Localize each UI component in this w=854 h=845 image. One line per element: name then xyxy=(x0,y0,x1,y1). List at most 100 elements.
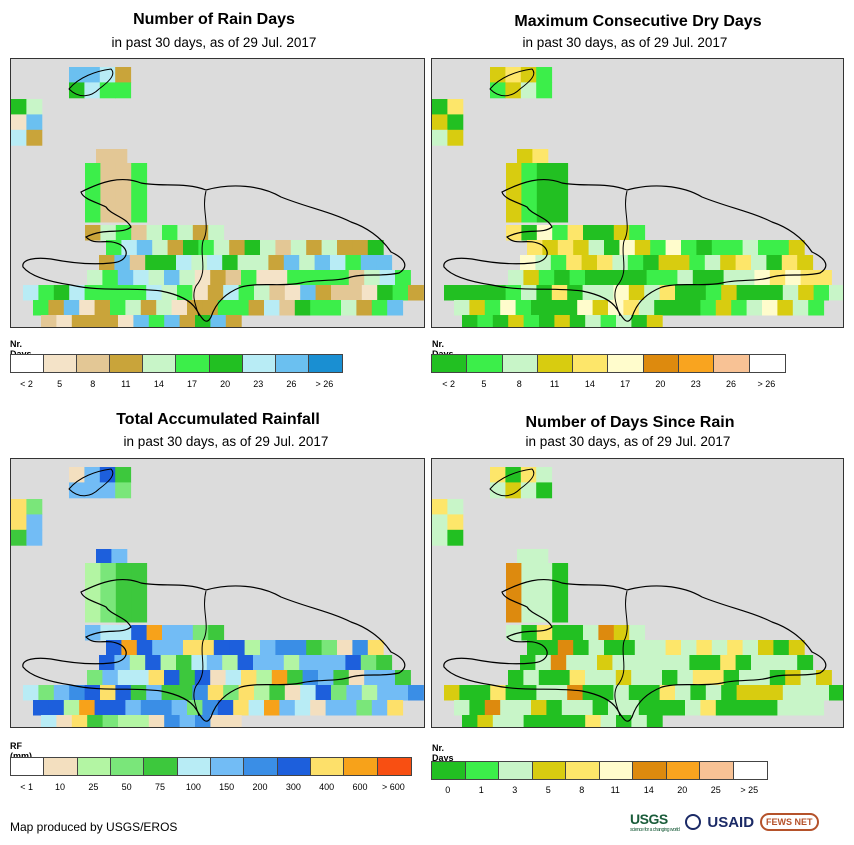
grid-cell xyxy=(146,225,163,241)
grid-cell xyxy=(674,255,690,271)
legend-swatch xyxy=(308,355,342,372)
grid-cell xyxy=(629,225,646,241)
grid-cell xyxy=(140,300,157,316)
grid-cell xyxy=(800,670,817,686)
grid-cell xyxy=(241,270,257,286)
grid-cell xyxy=(535,655,552,671)
grid-cell xyxy=(300,285,317,301)
grid-cell xyxy=(577,700,594,716)
grid-cell xyxy=(447,514,464,531)
grid-cell xyxy=(99,467,116,483)
grid-cell xyxy=(225,715,242,727)
legend-swatch xyxy=(432,762,466,779)
grid-cell xyxy=(705,285,722,301)
grid-cell xyxy=(115,225,132,241)
grid-cell xyxy=(462,315,478,327)
grid-cell xyxy=(94,700,111,716)
panel-title: Number of Days Since Rain xyxy=(525,414,735,431)
grid-cell xyxy=(171,700,188,716)
grid-cell xyxy=(202,300,219,316)
grid-cell xyxy=(447,529,464,546)
grid-cell xyxy=(612,655,629,671)
grid-cell xyxy=(100,285,116,301)
grid-cell xyxy=(552,563,569,623)
grid-cell xyxy=(797,655,814,671)
grid-cell xyxy=(69,82,85,99)
grid-cell xyxy=(302,670,319,686)
grid-cell xyxy=(689,255,706,271)
grid-cell xyxy=(432,114,448,131)
legend-tick-label: > 600 xyxy=(381,782,405,792)
grid-cell xyxy=(164,715,181,727)
grid-cell xyxy=(700,300,717,316)
grid-cell xyxy=(302,270,319,286)
grid-cell xyxy=(244,640,261,656)
grid-cell xyxy=(264,300,280,316)
grid-cell xyxy=(26,499,43,515)
grid-cell xyxy=(84,467,101,483)
grid-cell xyxy=(248,700,265,716)
grid-cell xyxy=(521,625,538,641)
grid-cell xyxy=(792,300,809,316)
island-outline xyxy=(489,468,535,497)
grid-cell xyxy=(371,700,388,716)
grid-cell xyxy=(538,670,555,686)
grid-cell xyxy=(808,700,825,716)
grid-cell xyxy=(164,670,180,686)
grid-cell xyxy=(213,240,230,256)
grid-cell xyxy=(619,640,636,656)
grid-cell xyxy=(87,270,103,286)
grid-cell xyxy=(508,670,524,686)
grid-cell xyxy=(696,240,713,256)
legend-swatch xyxy=(310,758,345,775)
grid-cell xyxy=(294,700,311,716)
panel-subtitle: in past 30 days, as of 29 Jul. 2017 xyxy=(111,35,317,50)
grid-cell xyxy=(705,685,722,701)
grid-cell xyxy=(260,640,276,656)
grid-cell xyxy=(521,225,538,241)
panel-subtitle: in past 30 days, as of 29 Jul. 2017 xyxy=(123,434,329,449)
grid-cell xyxy=(207,285,224,301)
grid-cell xyxy=(348,270,365,286)
grid-cell xyxy=(659,685,676,701)
grid-cell xyxy=(598,685,614,701)
grid-cell xyxy=(229,240,246,256)
grid-cell xyxy=(567,625,584,641)
grid-cell xyxy=(505,467,522,483)
grid-cell xyxy=(447,114,464,131)
grid-cell xyxy=(550,255,567,271)
grid-cell xyxy=(520,82,537,99)
grid-cell xyxy=(115,82,132,99)
legend-tick-label: 8 xyxy=(579,785,585,795)
grid-cell xyxy=(508,270,524,286)
legend-swatch xyxy=(599,762,633,779)
grid-cell xyxy=(515,700,532,716)
grid-cell xyxy=(613,685,630,701)
grid-cell xyxy=(210,670,227,686)
grid-cell xyxy=(751,255,767,271)
grid-cell xyxy=(598,625,615,641)
grid-cell xyxy=(367,640,384,656)
legend-swatch xyxy=(110,355,144,372)
grid-cell xyxy=(41,315,57,327)
grid-cell xyxy=(447,129,464,146)
grid-cell xyxy=(535,255,552,271)
grid-cell xyxy=(179,270,196,286)
legend-title: Nr. Days xyxy=(432,743,454,763)
grid-cell xyxy=(271,270,288,286)
grid-cell xyxy=(115,625,132,641)
grid-cell xyxy=(356,700,373,716)
grid-cell xyxy=(536,685,553,701)
grid-cell xyxy=(115,685,132,701)
grid-cell xyxy=(798,685,815,701)
grid-cell xyxy=(364,270,381,286)
grid-cell xyxy=(573,240,590,256)
grid-cell xyxy=(294,300,311,316)
grid-cell xyxy=(254,285,270,301)
grid-cell xyxy=(752,685,768,701)
grid-cell xyxy=(767,685,784,701)
legend-swatch xyxy=(77,355,111,372)
grid-cell xyxy=(133,315,150,327)
island-outline xyxy=(68,468,114,497)
grid-cell xyxy=(567,685,584,701)
